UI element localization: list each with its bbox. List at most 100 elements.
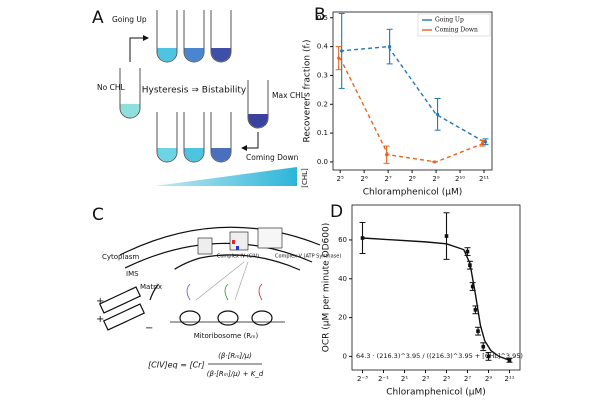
channel xyxy=(102,303,146,331)
y-tick-label: 0.4 xyxy=(317,43,329,51)
complex xyxy=(257,227,283,249)
point xyxy=(465,249,470,254)
label: Complex IV (CIV) xyxy=(217,254,259,260)
subunit xyxy=(236,246,239,250)
point xyxy=(476,329,480,333)
tube xyxy=(183,112,205,163)
mrna xyxy=(186,283,191,301)
equation: [CIV]eq = [Cr] xyxy=(148,361,205,370)
panel-label: A xyxy=(92,8,104,28)
plot-frame xyxy=(351,204,521,371)
tube-fill xyxy=(211,48,231,62)
membrane xyxy=(129,265,178,297)
legend-label: Going Up xyxy=(435,17,464,24)
legend-label: Coming Down xyxy=(435,27,478,34)
legend-box xyxy=(417,13,491,37)
label: Going Up xyxy=(112,15,147,24)
panel-a xyxy=(119,10,297,186)
label: Max CHL xyxy=(272,91,306,100)
point xyxy=(481,344,486,349)
tube-fill xyxy=(184,48,204,62)
y-tick-label: 0.0 xyxy=(317,158,328,166)
x-tick-label: 2¹¹ xyxy=(479,175,489,183)
y-axis-title: OCR (μM per minute OD600) xyxy=(322,223,332,352)
ribosome xyxy=(179,310,201,326)
label: Mitoribosome (Rₘ) xyxy=(194,332,259,340)
charts: 0.0 0.1 0.2 0.3 0.4 0.5 2⁵ 2⁶ 2⁷ 2⁸ 2⁹ 2¹⁰ 2¹¹ Chlora… xyxy=(303,11,523,398)
panel-c xyxy=(98,226,321,331)
tube-fill xyxy=(211,148,231,162)
y-tick-label: 40 xyxy=(338,275,347,283)
panel-label: D xyxy=(330,202,343,222)
label: Cytoplasm xyxy=(102,253,139,261)
label: − xyxy=(145,323,153,334)
point xyxy=(340,49,344,53)
x-tick-label: 2⁷ xyxy=(384,175,391,183)
tube-fill xyxy=(184,148,204,162)
series-line xyxy=(339,57,485,163)
y-tick-label: 0.3 xyxy=(317,71,328,79)
tube xyxy=(156,112,178,163)
complex xyxy=(197,237,213,255)
tube xyxy=(210,112,232,163)
point xyxy=(385,153,389,157)
point xyxy=(360,236,365,240)
x-tick-label: 2³ xyxy=(422,375,429,383)
point xyxy=(486,354,491,359)
x-tick-label: 2¹ xyxy=(401,375,408,383)
equation: (β·[Rₘ]/μ) + K_d xyxy=(207,370,264,378)
connector xyxy=(234,261,249,301)
label: [CHL] xyxy=(301,168,309,188)
tube xyxy=(247,80,269,129)
point xyxy=(507,358,512,363)
channel xyxy=(98,286,142,314)
x-tick-label: 2¹¹ xyxy=(504,375,514,383)
equation: (β·[Rₘ]/μ) xyxy=(218,352,252,360)
membrane xyxy=(124,242,313,269)
subunit xyxy=(232,240,235,244)
label: + xyxy=(96,314,104,325)
mrna xyxy=(224,283,229,301)
connector xyxy=(195,261,245,301)
y-tick-label: 60 xyxy=(338,236,347,244)
label: + xyxy=(96,296,104,307)
ribosome xyxy=(217,310,239,326)
x-tick-label: 2⁷ xyxy=(464,375,471,383)
point xyxy=(480,141,485,145)
y-axis-title: Recoverers fraction (fᵣ) xyxy=(303,40,313,143)
tube xyxy=(156,10,178,63)
mrna xyxy=(258,283,263,301)
point xyxy=(468,263,472,267)
x-tick-label: 2⁹ xyxy=(485,375,492,383)
point xyxy=(444,234,449,238)
label: No CHL xyxy=(97,83,125,92)
x-tick-label: 2⁶ xyxy=(361,175,368,183)
point xyxy=(483,140,488,144)
x-tick-label: 2⁵ xyxy=(337,175,344,183)
y-tick-label: 20 xyxy=(338,314,347,322)
membrane xyxy=(119,226,321,256)
tube-fill xyxy=(157,48,177,62)
tube-fill xyxy=(120,104,140,118)
x-axis-title: Chloramphenicol (μM) xyxy=(363,188,462,198)
point xyxy=(337,56,341,60)
tube xyxy=(119,68,141,119)
gradient-wedge xyxy=(155,167,297,186)
x-tick-label: 2⁻³ xyxy=(357,375,368,383)
ribosome xyxy=(251,310,273,326)
fit-line xyxy=(362,237,510,361)
x-tick-label: 2⁵ xyxy=(443,375,450,383)
arrow xyxy=(241,132,259,151)
point xyxy=(388,44,392,49)
tube xyxy=(210,10,232,63)
x-tick-label: 2⁻¹ xyxy=(378,375,389,383)
annotation: 64.3 · (216.3)^3.95 / ((216.3)^3.95 + [C… xyxy=(356,352,523,360)
point xyxy=(470,284,475,289)
x-tick-label: 2⁹ xyxy=(432,175,439,183)
y-tick-label: 0.5 xyxy=(317,14,328,22)
point xyxy=(432,160,437,164)
label: Matrix xyxy=(140,283,162,291)
point xyxy=(473,308,478,312)
y-tick-label: 0 xyxy=(343,352,347,360)
